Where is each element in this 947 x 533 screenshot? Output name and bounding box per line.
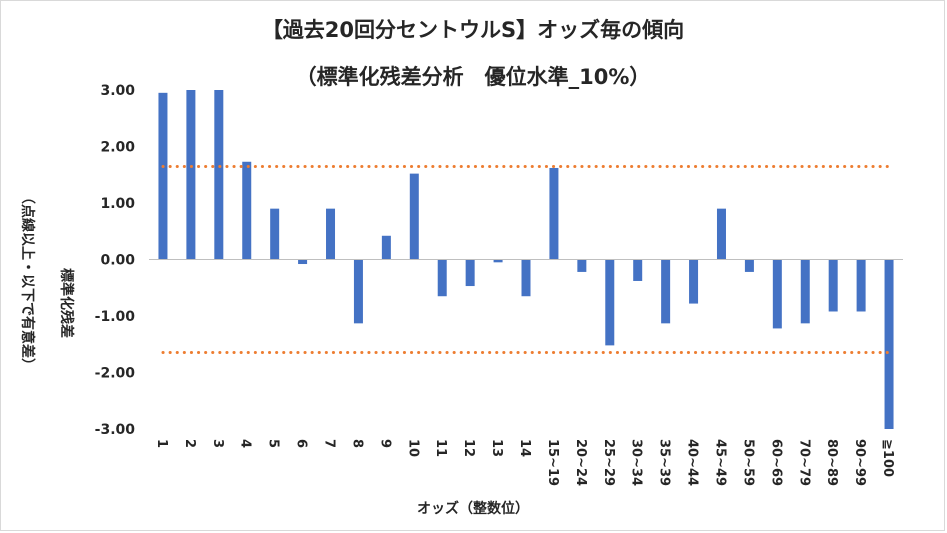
x-tick-label: 80~89	[824, 439, 839, 486]
x-tick-label: 13	[489, 439, 504, 457]
bar	[856, 259, 866, 312]
bar	[437, 259, 447, 297]
x-tick-label: ≧100	[880, 439, 895, 477]
x-tick-label: 50~59	[740, 439, 755, 486]
chart-subtitle: （標準化残差分析 優位水準_10%）	[296, 65, 651, 89]
bar	[549, 167, 559, 260]
x-tick-label: 14	[517, 439, 532, 457]
x-tick-label: 45~49	[712, 439, 727, 486]
x-tick-label: 10	[405, 439, 420, 457]
bar	[521, 259, 531, 297]
x-tick-label: 6	[294, 439, 309, 448]
y-tick-label: 2.00	[100, 140, 135, 156]
bar	[186, 90, 196, 260]
y-tick-label: -1.00	[95, 309, 136, 325]
bar	[828, 259, 838, 312]
x-tick-label: 4	[238, 439, 253, 448]
bar	[214, 90, 224, 260]
x-tick-label: 60~69	[768, 439, 783, 486]
y-tick-label: 1.00	[100, 196, 135, 212]
bar	[633, 259, 643, 281]
x-tick-label: 40~44	[685, 439, 700, 486]
bar	[744, 259, 754, 272]
bar	[772, 259, 782, 329]
y-tick-label: -3.00	[95, 422, 136, 438]
x-tick-label: 15~19	[545, 439, 560, 486]
bar	[465, 259, 475, 287]
bar-group	[158, 90, 894, 429]
y-tick-label: 3.00	[100, 83, 135, 99]
bar	[326, 208, 336, 260]
bar	[800, 259, 810, 324]
x-tick-label: 1	[154, 439, 169, 448]
x-tick-label: 2	[182, 439, 197, 448]
x-axis-label: オッズ（整数位）	[417, 500, 529, 517]
x-tick-label: 5	[266, 439, 281, 448]
bar	[409, 173, 419, 260]
x-tick-label: 11	[433, 439, 448, 457]
threshold-group	[161, 165, 895, 354]
x-tick-label: 20~24	[573, 439, 588, 486]
bar	[298, 259, 308, 265]
x-tick-label: 25~29	[601, 439, 616, 486]
bar	[158, 92, 168, 260]
bar	[884, 259, 894, 429]
x-tick-label: 70~79	[796, 439, 811, 486]
x-tick-label: 90~99	[852, 439, 867, 486]
bar	[270, 208, 280, 260]
x-tick-group: 1 2 3 4 5 6 7 8 9 10 11 12 13 14 15~19 20~24 25~29 30~34 3…	[154, 439, 895, 486]
x-tick-label: 3	[210, 439, 225, 448]
x-tick-label: 35~39	[657, 439, 672, 486]
y-tick-label: 0.00	[100, 253, 135, 269]
bar	[661, 259, 671, 324]
y-tick-group: 3.00 2.00 1.00 0.00 -1.00 -2.00 -3.00	[95, 83, 136, 438]
bar	[689, 259, 699, 304]
bar	[493, 259, 503, 263]
y-axis-label: 標準化残差	[58, 268, 75, 338]
bar	[577, 259, 587, 272]
bar	[716, 208, 726, 260]
chart-title: 【過去20回分セントウルS】オッズ毎の傾向	[262, 18, 684, 42]
bar	[353, 259, 363, 324]
x-tick-label: 8	[349, 439, 364, 448]
x-tick-label: 9	[377, 439, 392, 448]
bar	[381, 235, 391, 260]
y-axis-note: （点線以上・以下で有意差）	[19, 190, 36, 372]
y-tick-label: -2.00	[95, 366, 136, 382]
bar	[242, 161, 252, 260]
x-tick-label: 30~34	[629, 439, 644, 486]
x-tick-label: 12	[461, 439, 476, 457]
x-tick-label: 7	[322, 439, 337, 448]
bar	[605, 259, 615, 346]
